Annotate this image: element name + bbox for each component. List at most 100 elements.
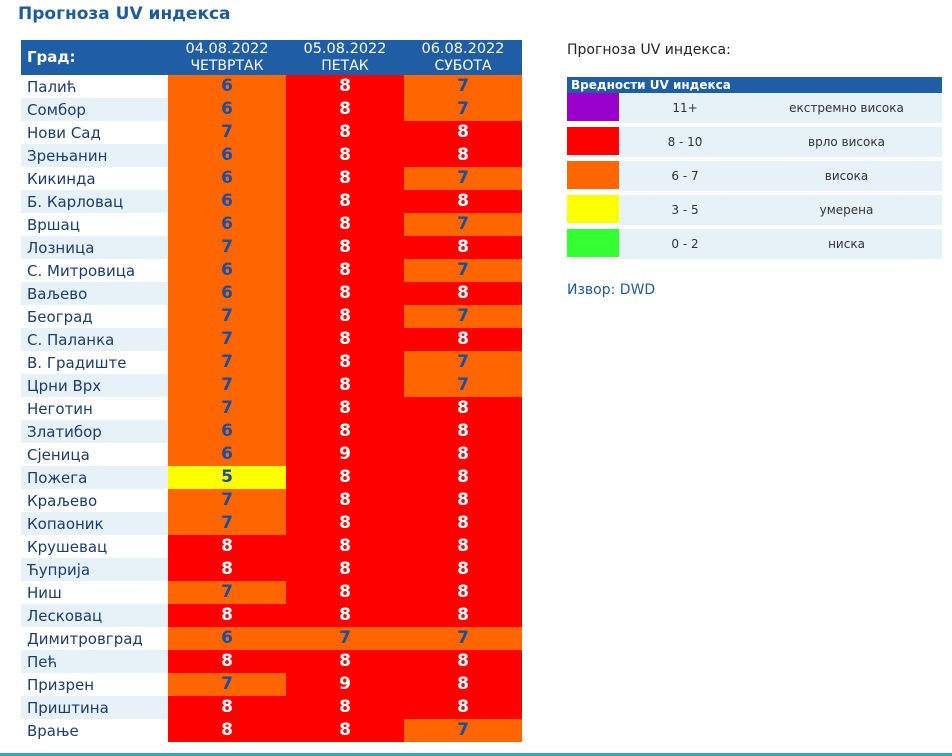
uv-value-cell: 7 — [404, 719, 522, 742]
city-name: Сјеница — [21, 443, 168, 466]
table-row: Црни Врх 7 8 7 — [21, 374, 522, 397]
city-name: Б. Карловац — [21, 190, 168, 213]
uv-value-cell: 8 — [168, 535, 286, 558]
uv-value-cell: 8 — [404, 420, 522, 443]
uv-value-cell: 7 — [404, 98, 522, 121]
legend-label: висока — [751, 161, 942, 191]
table-row: Димитровград 6 7 7 — [21, 627, 522, 650]
city-name: Зрењанин — [21, 144, 168, 167]
uv-value-cell: 8 — [286, 581, 404, 604]
city-name: Вршац — [21, 213, 168, 236]
uv-value-cell: 8 — [404, 604, 522, 627]
uv-value-cell: 6 — [168, 98, 286, 121]
city-name: Нови Сад — [21, 121, 168, 144]
uv-value-cell: 7 — [404, 374, 522, 397]
uv-value-cell: 8 — [286, 512, 404, 535]
legend-header: Вредности UV индекса — [567, 77, 942, 93]
table-row: В. Градиште 7 8 7 — [21, 351, 522, 374]
city-name: Лозница — [21, 236, 168, 259]
uv-value-cell: 7 — [168, 351, 286, 374]
table-row: Кикинда 6 8 7 — [21, 167, 522, 190]
legend-item: 11+ екстремно висока — [567, 93, 942, 123]
uv-value-cell: 8 — [286, 328, 404, 351]
table-row: Краљево 7 8 8 — [21, 489, 522, 512]
uv-value-cell: 6 — [168, 627, 286, 650]
uv-value-cell: 8 — [286, 190, 404, 213]
uv-value-cell: 8 — [286, 604, 404, 627]
uv-value-cell: 8 — [404, 581, 522, 604]
uv-value-cell: 7 — [404, 75, 522, 98]
table-row: Копаоник 7 8 8 — [21, 512, 522, 535]
uv-value-cell: 8 — [404, 397, 522, 420]
city-name: С. Митровица — [21, 259, 168, 282]
uv-value-cell: 6 — [168, 443, 286, 466]
uv-value-cell: 8 — [168, 604, 286, 627]
table-header-row: Град: 04.08.2022 ЧЕТВРТАК 05.08.2022 ПЕТ… — [21, 40, 522, 75]
uv-value-cell: 6 — [168, 190, 286, 213]
uv-value-cell: 8 — [286, 144, 404, 167]
uv-value-cell: 7 — [404, 259, 522, 282]
uv-value-cell: 7 — [168, 581, 286, 604]
city-name: Сомбор — [21, 98, 168, 121]
uv-value-cell: 8 — [286, 213, 404, 236]
uv-value-cell: 8 — [404, 696, 522, 719]
uv-value-cell: 8 — [168, 650, 286, 673]
table-row: Неготин 7 8 8 — [21, 397, 522, 420]
uv-forecast-table: Град: 04.08.2022 ЧЕТВРТАК 05.08.2022 ПЕТ… — [21, 40, 522, 742]
uv-value-cell: 8 — [286, 535, 404, 558]
legend-item: 0 - 2 ниска — [567, 229, 942, 259]
city-name: Ваљево — [21, 282, 168, 305]
table-row: Златибор 6 8 8 — [21, 420, 522, 443]
table-row: Лозница 7 8 8 — [21, 236, 522, 259]
legend-label: врло висока — [751, 127, 942, 157]
uv-value-cell: 8 — [286, 650, 404, 673]
city-name: Ћуприја — [21, 558, 168, 581]
uv-value-cell: 8 — [286, 167, 404, 190]
city-name: Ниш — [21, 581, 168, 604]
city-name: Димитровград — [21, 627, 168, 650]
legend-label: екстремно висока — [751, 93, 942, 123]
legend-color-swatch — [567, 195, 619, 225]
uv-value-cell: 8 — [286, 719, 404, 742]
uv-value-cell: 8 — [404, 443, 522, 466]
uv-value-cell: 8 — [168, 719, 286, 742]
uv-value-cell: 8 — [286, 420, 404, 443]
uv-value-cell: 8 — [286, 98, 404, 121]
uv-value-cell: 7 — [168, 374, 286, 397]
table-row: Б. Карловац 6 8 8 — [21, 190, 522, 213]
uv-value-cell: 7 — [286, 627, 404, 650]
uv-value-cell: 6 — [168, 75, 286, 98]
uv-value-cell: 9 — [286, 443, 404, 466]
uv-value-cell: 6 — [168, 144, 286, 167]
legend-color-swatch — [567, 229, 619, 259]
table-row: Врање 8 8 7 — [21, 719, 522, 742]
table-row: Крушевац 8 8 8 — [21, 535, 522, 558]
page-title: Прогноза UV индекса — [18, 4, 231, 24]
uv-value-cell: 7 — [168, 673, 286, 696]
uv-value-cell: 6 — [168, 282, 286, 305]
legend-item: 8 - 10 врло висока — [567, 127, 942, 157]
uv-value-cell: 8 — [286, 397, 404, 420]
city-name: Врање — [21, 719, 168, 742]
legend-color-swatch — [567, 127, 619, 157]
uv-value-cell: 5 — [168, 466, 286, 489]
table-row: Нови Сад 7 8 8 — [21, 121, 522, 144]
source-note: Извор: DWD — [567, 282, 656, 298]
uv-value-cell: 8 — [286, 282, 404, 305]
uv-value-cell: 8 — [404, 328, 522, 351]
day-date: 06.08.2022 — [421, 40, 505, 57]
city-name: Краљево — [21, 489, 168, 512]
uv-value-cell: 8 — [404, 236, 522, 259]
uv-value-cell: 8 — [286, 351, 404, 374]
city-name: Пећ — [21, 650, 168, 673]
uv-value-cell: 8 — [168, 696, 286, 719]
table-row: Вршац 6 8 7 — [21, 213, 522, 236]
day-date: 04.08.2022 — [185, 40, 269, 57]
uv-value-cell: 9 — [286, 673, 404, 696]
table-row: С. Паланка 7 8 8 — [21, 328, 522, 351]
uv-value-cell: 8 — [404, 121, 522, 144]
uv-value-cell: 8 — [286, 696, 404, 719]
city-name: Лесковац — [21, 604, 168, 627]
legend-range: 0 - 2 — [619, 229, 751, 259]
day-weekday: ЧЕТВРТАК — [190, 57, 264, 74]
